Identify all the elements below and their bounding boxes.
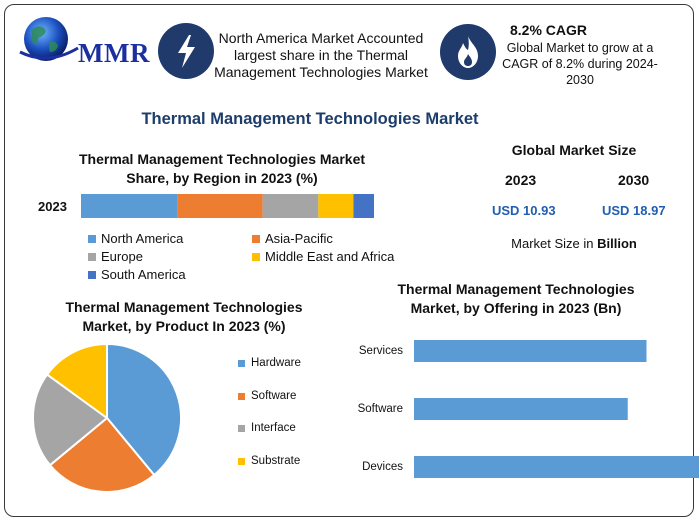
pie-legend-substrate: Substrate <box>238 455 300 467</box>
pie-slice <box>45 342 108 420</box>
value-2030: USD 18.97 <box>602 203 666 218</box>
pie-slice <box>32 373 109 467</box>
legend-swatch <box>252 252 260 261</box>
lightning-icon <box>158 23 214 79</box>
region-bar-segment <box>177 194 263 218</box>
legend-label: Substrate <box>251 455 301 467</box>
legend-label: Asia-Pacific <box>265 231 333 246</box>
legend-label: Software <box>251 390 297 402</box>
mmr-logo: MMR <box>14 12 149 70</box>
legend-swatch <box>238 424 245 432</box>
offering-label-devices: Devices <box>362 461 403 473</box>
year-2030: 2030 <box>618 172 650 188</box>
pie-legend-interface: Interface <box>238 422 296 434</box>
region-bar-segment <box>81 194 178 218</box>
legend-north-america: North America <box>88 231 183 246</box>
legend-label: North America <box>101 231 184 246</box>
legend-label: Europe <box>101 249 143 264</box>
legend-europe: Europe <box>88 249 143 264</box>
globe-icon <box>19 17 79 61</box>
cagr-text: Global Market to grow at a CAGR of 8.2% … <box>502 41 658 87</box>
region-bar-segment <box>262 194 319 218</box>
pie-legend-hardware: Hardware <box>238 357 301 369</box>
legend-swatch <box>88 234 96 243</box>
legend-label: Interface <box>251 422 296 434</box>
offering-chart-title: Thermal Management Technologies Market, … <box>397 281 635 316</box>
flame-icon <box>440 24 496 80</box>
legend-swatch <box>88 270 96 279</box>
region-bar-segment <box>318 194 354 218</box>
legend-label: Middle East and Africa <box>265 249 395 264</box>
global-market-size-title: Global Market Size <box>511 142 637 158</box>
legend-swatch <box>88 252 96 261</box>
note-prefix: Market Size in <box>511 236 598 251</box>
offering-label-software: Software <box>357 403 403 415</box>
market-size-note: Market Size in Billion <box>470 236 678 251</box>
legend-label: South America <box>101 267 186 282</box>
pie-legend-software: Software <box>238 390 296 402</box>
product-chart-title: Thermal Management Technologies Market, … <box>65 299 303 334</box>
region-year-label: 2023 <box>38 199 67 214</box>
region-bar-segment <box>353 194 374 218</box>
offering-bar <box>414 456 699 478</box>
legend-swatch <box>238 392 245 400</box>
main-title: Thermal Management Technologies Market <box>141 110 479 128</box>
legend-swatch <box>252 234 260 243</box>
pie-slice <box>106 342 182 477</box>
legend-label: Hardware <box>251 357 301 369</box>
legend-swatch <box>238 457 245 465</box>
offering-bar <box>414 398 628 420</box>
legend-swatch <box>238 359 245 367</box>
logo-text: MMR <box>78 38 150 68</box>
year-2023: 2023 <box>505 172 537 188</box>
legend-asia-pacific: Asia-Pacific <box>252 231 333 246</box>
offering-bar <box>414 340 647 362</box>
legend-south-america: South America <box>88 267 186 282</box>
offering-label-services: Services <box>358 345 403 357</box>
value-2023: USD 10.93 <box>492 203 556 218</box>
pie-slice <box>48 416 156 493</box>
note-unit: Billion <box>597 236 637 251</box>
region-chart-title: Thermal Management Technologies Market S… <box>78 151 366 186</box>
cagr-title: 8.2% CAGR <box>510 22 588 38</box>
legend-mea: Middle East and Africa <box>252 249 394 264</box>
highlight-north-america: North America Market Accounted largest s… <box>214 30 428 80</box>
